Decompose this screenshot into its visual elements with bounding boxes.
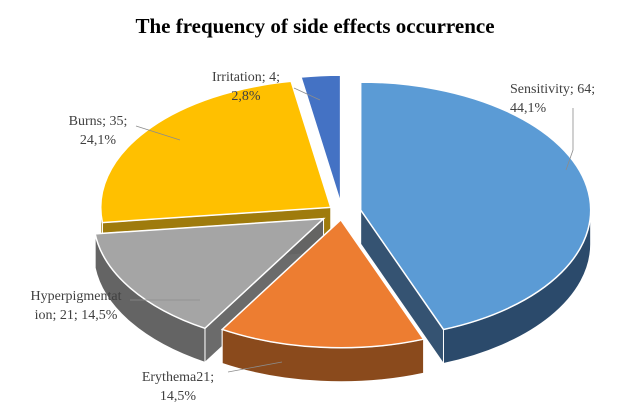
pie-slice-top-erythema <box>220 218 425 349</box>
leader-line-burns <box>135 125 181 141</box>
pie-slice-top-burns <box>100 80 332 224</box>
pie-slice-top-sensitivity <box>359 81 592 331</box>
chart-title: The frequency of side effects occurrence <box>135 14 494 38</box>
pie-slice-erythema <box>220 218 425 383</box>
leader-line-erythema <box>227 361 283 373</box>
pie-slices <box>94 74 592 383</box>
slice-labels: Sensitivity; 64; 44,1% Erythema21; 14,5% Hyp… <box>31 70 596 404</box>
pie-slice-top-irritation <box>299 74 342 204</box>
leader-line-sensitivity <box>565 108 574 171</box>
data-label-hyperpigmentation: Hyperpigmentat ion; 21; 14,5% <box>31 289 122 323</box>
data-label-sensitivity: Sensitivity; 64; 44,1% <box>510 82 595 116</box>
pie-slice-sensitivity <box>359 81 592 366</box>
data-label-erythema: Erythema21; 14,5% <box>142 370 214 404</box>
leader-line-irritation <box>293 87 321 101</box>
data-label-irritation: Irritation; 4; 2,8% <box>212 70 280 104</box>
data-label-burns: Burns; 35; 24,1% <box>69 114 128 148</box>
pie-slice-hyperpigmentation <box>94 217 326 364</box>
pie-slice-top-hyperpigmentation <box>94 217 326 330</box>
pie-slice-irritation <box>299 74 342 204</box>
